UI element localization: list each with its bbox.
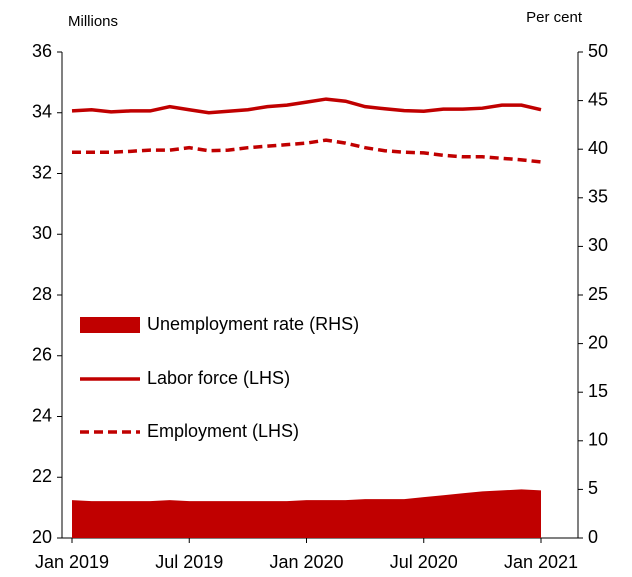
x-tick-label: Jan 2019 (35, 552, 109, 572)
y-axis-label: Millions (68, 13, 118, 30)
x-tick-label: Jul 2020 (390, 552, 458, 572)
y-tick-label: 36 (32, 41, 52, 61)
line (71, 97, 542, 115)
y2-tick-label: 45 (588, 89, 608, 109)
y-tick-label: 20 (32, 527, 52, 547)
y-tick-label: 34 (32, 102, 52, 122)
y2-axis-label: Per cent (526, 9, 583, 26)
y2-tick-label: 35 (588, 187, 608, 207)
y-tick-label: 22 (32, 466, 52, 486)
y2-tick-label: 50 (588, 41, 608, 61)
y2-tick-label: 5 (588, 478, 598, 498)
y2-tick-label: 0 (588, 527, 598, 547)
legend-swatch (80, 317, 140, 333)
x-tick-label: Jan 2021 (504, 552, 578, 572)
legend-label: Unemployment rate (RHS) (147, 314, 359, 334)
area (72, 489, 541, 538)
y-tick-label: 32 (32, 162, 52, 182)
x-tick-label: Jul 2019 (155, 552, 223, 572)
y-tick-label: 30 (32, 223, 52, 243)
y2-tick-label: 15 (588, 381, 608, 401)
legend-label: Labor force (LHS) (147, 368, 290, 388)
y-tick-label: 28 (32, 284, 52, 304)
line (72, 138, 542, 164)
y2-tick-label: 40 (588, 138, 608, 158)
x-tick-label: Jan 2020 (269, 552, 343, 572)
y2-tick-label: 25 (588, 284, 608, 304)
y2-tick-label: 20 (588, 332, 608, 352)
legend-label: Employment (LHS) (147, 421, 299, 441)
y-tick-label: 24 (32, 405, 52, 425)
y2-tick-label: 30 (588, 235, 608, 255)
y2-tick-label: 10 (588, 430, 608, 450)
y-tick-label: 26 (32, 345, 52, 365)
